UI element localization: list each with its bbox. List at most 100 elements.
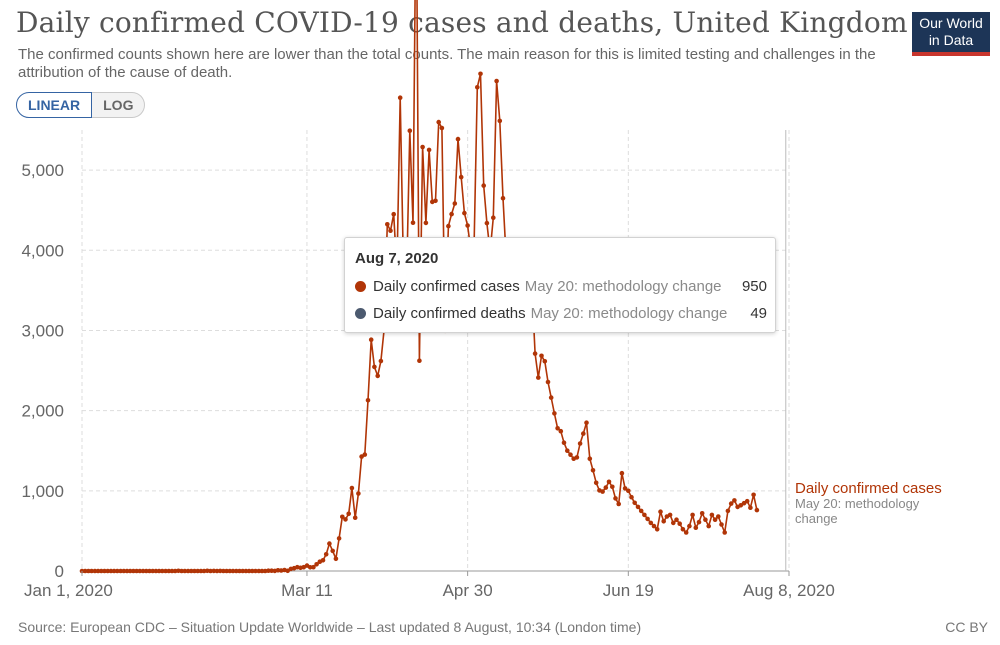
y-tick-label: 2,000 xyxy=(21,402,64,421)
data-point xyxy=(725,508,731,514)
scale-toggle: LINEAR LOG xyxy=(16,92,146,118)
data-point xyxy=(356,491,361,496)
data-point xyxy=(706,523,711,529)
data-point xyxy=(195,568,200,574)
license-link[interactable]: CC BY xyxy=(945,619,988,635)
data-point xyxy=(536,375,541,380)
data-point xyxy=(610,484,615,490)
series-end-label: Daily confirmed cases xyxy=(795,480,942,497)
data-point xyxy=(648,520,654,526)
y-tick-label: 0 xyxy=(55,562,64,581)
data-point xyxy=(683,530,689,535)
data-point xyxy=(385,222,390,227)
data-point xyxy=(307,565,313,570)
data-point xyxy=(722,530,727,535)
data-point xyxy=(677,521,682,526)
data-point xyxy=(111,568,117,574)
data-point xyxy=(102,568,107,574)
owid-logo[interactable]: Our World in Data xyxy=(912,12,990,56)
data-point xyxy=(587,456,593,462)
tooltip-note: May 20: methodology change xyxy=(530,305,728,322)
data-point xyxy=(693,525,699,530)
data-point xyxy=(481,183,487,188)
data-point xyxy=(635,504,641,510)
data-point xyxy=(362,452,368,457)
data-point xyxy=(532,351,538,356)
data-point xyxy=(632,500,637,506)
data-point xyxy=(613,496,618,501)
data-point xyxy=(323,552,329,557)
data-point xyxy=(581,431,586,436)
data-point xyxy=(336,536,342,541)
data-point xyxy=(137,568,143,574)
data-point xyxy=(475,85,480,90)
data-point xyxy=(221,568,226,574)
data-point xyxy=(452,201,458,206)
data-point xyxy=(539,353,544,359)
source-note[interactable]: Source: European CDC – Situation Update … xyxy=(18,619,642,635)
hover-tooltip: Aug 7, 2020 Daily confirmed cases May 20… xyxy=(344,237,776,333)
tooltip-row-deaths: Daily confirmed deaths May 20: methodolo… xyxy=(355,305,727,322)
data-point xyxy=(372,364,377,370)
data-point xyxy=(388,228,393,233)
data-point xyxy=(558,428,564,434)
data-point xyxy=(250,568,255,574)
data-point xyxy=(619,470,625,476)
x-tick-label: Apr 30 xyxy=(443,581,493,600)
data-point xyxy=(658,509,663,514)
data-point xyxy=(217,568,223,574)
data-point xyxy=(124,568,130,574)
data-point xyxy=(237,568,242,574)
data-point xyxy=(748,505,753,511)
data-point xyxy=(185,568,191,574)
data-point xyxy=(314,562,319,567)
data-point xyxy=(642,512,647,518)
data-point xyxy=(86,568,91,574)
data-point xyxy=(134,568,139,574)
data-point xyxy=(144,568,149,574)
data-point xyxy=(712,517,718,522)
data-point xyxy=(346,511,352,517)
data-point xyxy=(417,358,422,364)
data-point xyxy=(754,507,760,513)
data-point xyxy=(699,511,705,516)
data-point xyxy=(719,522,724,527)
data-point xyxy=(95,568,101,574)
data-point xyxy=(484,220,490,226)
linear-scale-button[interactable]: LINEAR xyxy=(16,92,93,118)
data-point xyxy=(230,568,236,574)
data-point xyxy=(410,220,416,225)
data-point xyxy=(349,485,355,491)
data-point xyxy=(266,568,271,573)
data-point xyxy=(343,517,348,522)
data-point xyxy=(462,210,467,216)
data-point xyxy=(500,195,506,201)
data-point xyxy=(211,568,217,574)
logo-line-2: in Data xyxy=(928,32,974,48)
data-point xyxy=(333,556,339,562)
data-point xyxy=(584,420,589,426)
data-point xyxy=(548,395,554,400)
data-point xyxy=(590,468,596,473)
data-point xyxy=(542,359,548,364)
series-end-note: May 20: methodology xyxy=(795,496,920,511)
data-point xyxy=(645,516,650,522)
logo-line-1: Our World xyxy=(919,15,983,31)
data-point xyxy=(494,78,499,84)
data-point xyxy=(603,485,609,490)
log-scale-button[interactable]: LOG xyxy=(92,92,146,118)
data-point xyxy=(667,512,673,518)
data-point xyxy=(638,508,644,514)
data-point xyxy=(320,558,326,563)
tooltip-row-cases: Daily confirmed cases May 20: methodolog… xyxy=(355,278,722,295)
data-point xyxy=(156,568,162,574)
tooltip-value-cases: 950 xyxy=(741,278,767,295)
y-tick-label: 1,000 xyxy=(21,482,64,501)
data-point xyxy=(680,527,686,532)
data-point xyxy=(327,541,332,546)
data-point xyxy=(365,398,371,403)
data-point xyxy=(651,523,657,529)
data-point xyxy=(565,448,570,454)
